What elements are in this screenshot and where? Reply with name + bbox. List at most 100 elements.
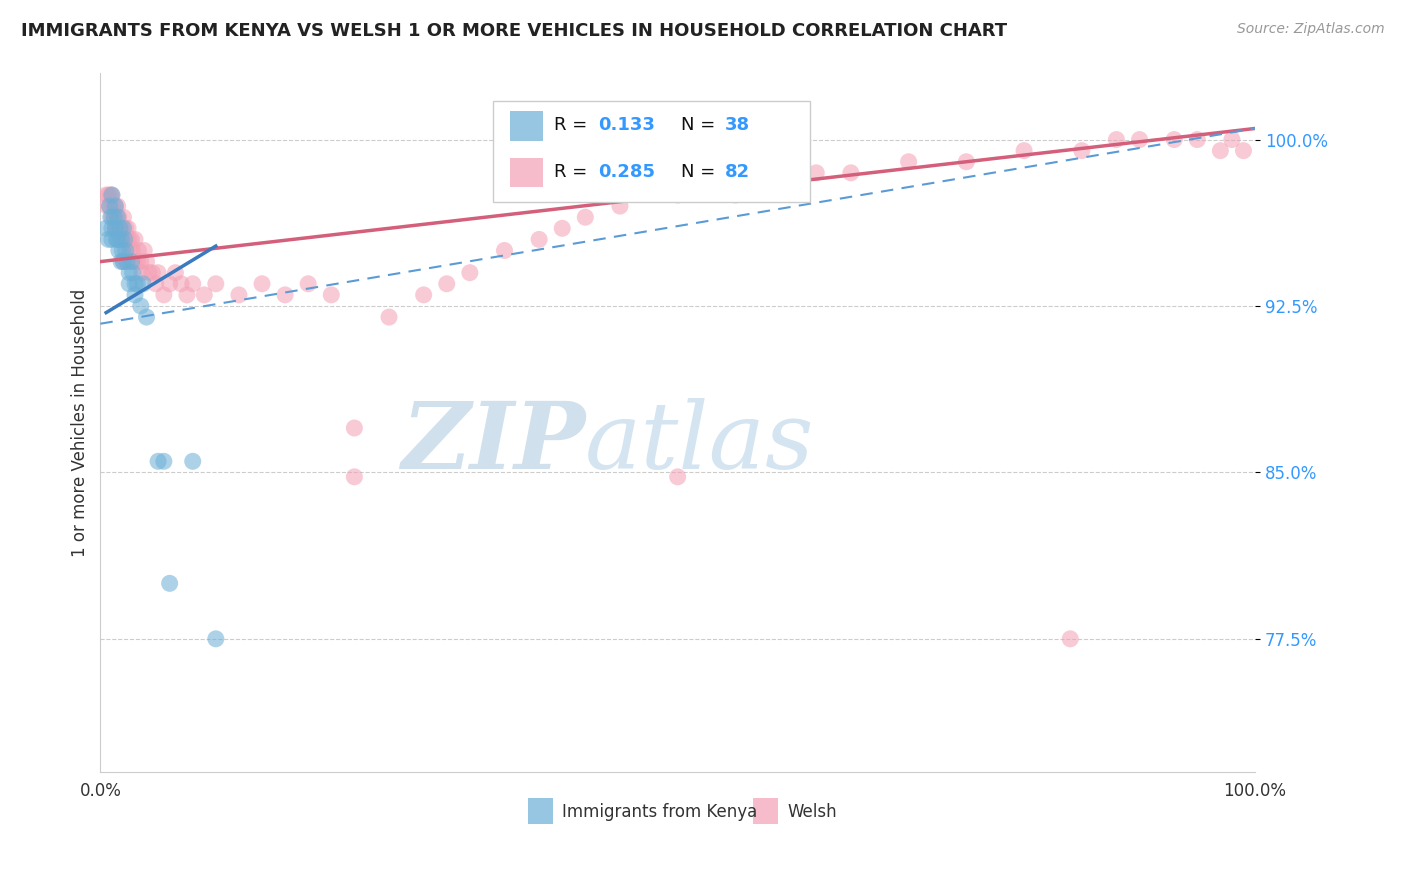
Point (228, 288, 250, 302)
Point (897, 154, 920, 169)
Text: 38: 38 (725, 116, 751, 135)
Text: 82: 82 (725, 162, 751, 180)
Point (153, 454, 176, 468)
Text: ZIP: ZIP (401, 399, 585, 489)
Bar (527, 797, 553, 824)
Point (1105, 132, 1128, 146)
Point (97, 188, 120, 202)
Point (378, 310, 401, 324)
Point (112, 221, 135, 235)
Point (112, 254, 135, 268)
Point (170, 277, 193, 291)
Point (666, 188, 689, 202)
Point (1187, 132, 1209, 146)
Point (122, 254, 145, 268)
Point (120, 244, 142, 258)
Point (107, 232, 129, 246)
Point (724, 188, 747, 202)
Point (132, 277, 155, 291)
Point (135, 310, 157, 324)
Text: N =: N = (681, 116, 721, 135)
Point (117, 221, 139, 235)
Point (114, 232, 136, 246)
Point (412, 288, 434, 302)
Point (105, 232, 128, 246)
Point (100, 211, 122, 225)
Point (494, 244, 516, 258)
Point (108, 221, 131, 235)
Point (527, 232, 550, 246)
Point (101, 221, 124, 235)
Point (204, 277, 226, 291)
Bar (752, 797, 778, 824)
Point (141, 266, 163, 280)
Point (114, 244, 136, 258)
Point (458, 266, 481, 280)
Point (806, 166, 828, 180)
Point (159, 576, 181, 591)
Point (96, 199, 118, 213)
Point (124, 232, 146, 246)
Point (1209, 144, 1232, 158)
Point (321, 288, 343, 302)
Text: atlas: atlas (585, 399, 815, 489)
Point (121, 244, 143, 258)
Text: Immigrants from Kenya: Immigrants from Kenya (562, 803, 758, 821)
Point (101, 188, 124, 202)
Point (551, 221, 574, 235)
Point (176, 288, 198, 302)
Point (98, 199, 121, 213)
Point (181, 277, 204, 291)
Point (1070, 144, 1092, 158)
Point (100, 188, 122, 202)
Text: N =: N = (681, 162, 721, 180)
Point (124, 277, 146, 291)
Point (159, 277, 181, 291)
Point (193, 288, 215, 302)
Point (101, 199, 124, 213)
Point (297, 277, 319, 291)
Point (104, 199, 127, 213)
Point (343, 470, 366, 484)
Point (94, 188, 117, 202)
Point (124, 288, 146, 302)
Point (103, 211, 125, 225)
Text: IMMIGRANTS FROM KENYA VS WELSH 1 OR MORE VEHICLES IN HOUSEHOLD CORRELATION CHART: IMMIGRANTS FROM KENYA VS WELSH 1 OR MORE… (21, 22, 1007, 40)
Point (110, 232, 132, 246)
Point (127, 244, 149, 258)
Point (121, 254, 143, 268)
Point (104, 199, 127, 213)
Point (97, 232, 120, 246)
Point (104, 221, 127, 235)
Point (104, 221, 127, 235)
Point (1059, 632, 1081, 646)
Point (145, 277, 167, 291)
Point (146, 266, 169, 280)
Point (105, 211, 128, 225)
Point (101, 232, 124, 246)
Bar (510, 158, 543, 187)
Point (1128, 132, 1150, 146)
Point (107, 199, 129, 213)
Point (666, 470, 689, 484)
Point (101, 211, 124, 225)
Point (107, 211, 129, 225)
Point (759, 177, 782, 191)
Point (1220, 132, 1243, 146)
FancyBboxPatch shape (494, 101, 810, 202)
Point (129, 254, 152, 268)
Point (112, 254, 135, 268)
Bar (510, 112, 543, 141)
Point (110, 232, 132, 246)
Y-axis label: 1 or more Vehicles in Household: 1 or more Vehicles in Household (72, 288, 89, 557)
Point (98, 199, 121, 213)
Point (146, 454, 169, 468)
Point (115, 232, 138, 246)
Point (250, 277, 273, 291)
Point (101, 188, 124, 202)
Point (839, 166, 862, 180)
Point (110, 254, 132, 268)
Point (112, 232, 135, 246)
Text: Source: ZipAtlas.com: Source: ZipAtlas.com (1237, 22, 1385, 37)
Point (153, 288, 176, 302)
